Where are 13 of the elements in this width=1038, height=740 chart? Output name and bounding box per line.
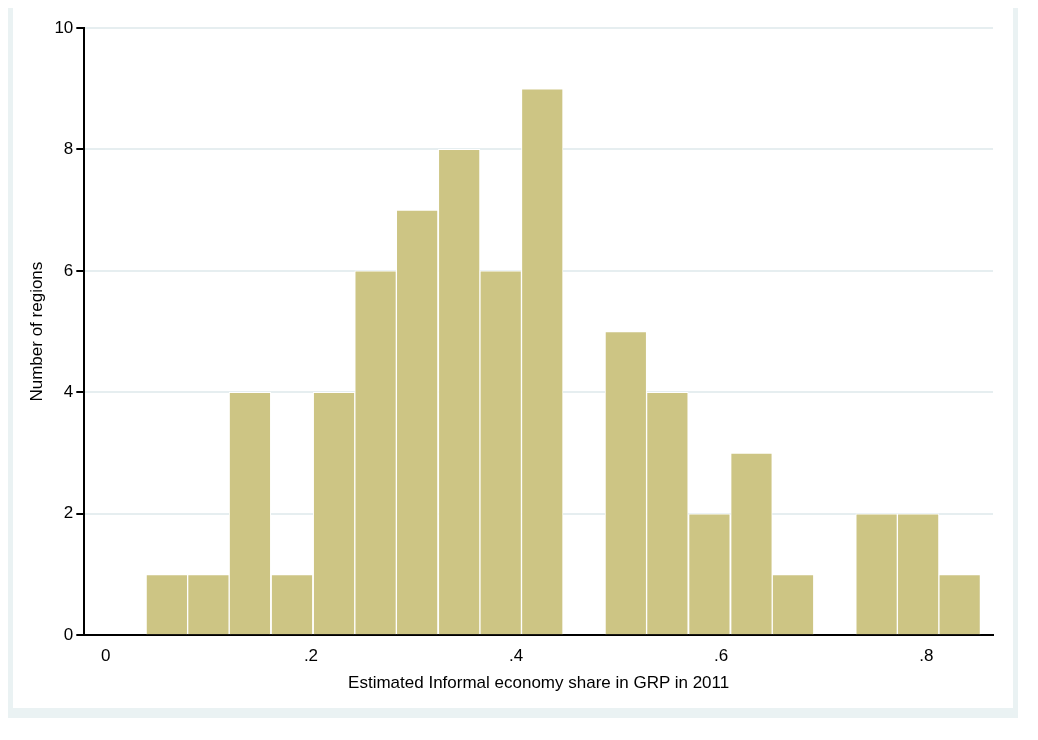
x-tick-label: .6: [714, 646, 729, 666]
y-tick-label: 6: [63, 260, 74, 280]
y-tick-label: 8: [63, 139, 74, 159]
x-tick-label: 0: [101, 646, 111, 666]
y-axis-title: Number of regions: [26, 261, 46, 402]
x-tick-label: .2: [303, 646, 319, 666]
x-axis-title: Estimated Informal economy share in GRP in 2011: [348, 673, 730, 693]
y-tick-label: 4: [63, 382, 74, 402]
y-tick-label: 2: [63, 503, 74, 523]
y-tick-label: 0: [63, 624, 74, 644]
y-tick-label: 10: [54, 17, 74, 37]
x-tick-label: .4: [509, 646, 524, 666]
x-tick-label: .8: [919, 646, 934, 666]
